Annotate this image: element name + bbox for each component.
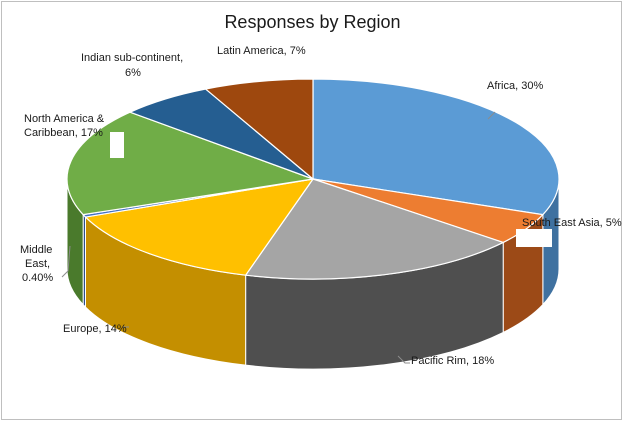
data-label-indian-line2: 6%	[125, 67, 141, 79]
data-label-north-america-line2: Caribbean, 17%	[24, 127, 103, 139]
leader-line-pacific	[397, 355, 410, 364]
leader-line-middle-east	[61, 245, 71, 278]
data-label-north-america-line1: North America &	[24, 113, 105, 125]
chart-title: Responses by Region	[224, 12, 401, 32]
label-mask-sea	[516, 229, 552, 247]
data-label-latin-america: Latin America, 7%	[217, 45, 306, 57]
data-label-indian-line1: Indian sub-continent,	[81, 52, 184, 64]
pie-slice-europe	[84, 178, 315, 276]
pie-slice-pacific-rim	[244, 178, 505, 280]
data-label-middle-east-line3: 0.40%	[22, 272, 54, 284]
data-label-africa: Africa, 30%	[487, 80, 544, 92]
data-label-europe: Europe, 14%	[63, 323, 127, 335]
pie-slice-north-america-caribbean	[66, 111, 314, 216]
data-label-south-east-asia: South East Asia, 5%	[522, 217, 622, 229]
data-label-pacific-rim: Pacific Rim, 18%	[411, 355, 495, 367]
leader-lines	[61, 111, 496, 364]
data-label-middle-east-line2: East,	[25, 258, 51, 270]
pie-side-walls	[66, 178, 560, 370]
data-label-middle-east-line1: Middle	[20, 244, 53, 256]
pie-top-faces	[66, 78, 560, 280]
leader-line-africa	[487, 111, 496, 120]
label-mask-na	[110, 132, 124, 158]
pie-slice-africa	[312, 78, 560, 216]
pie-slice-latin-america	[204, 78, 314, 181]
